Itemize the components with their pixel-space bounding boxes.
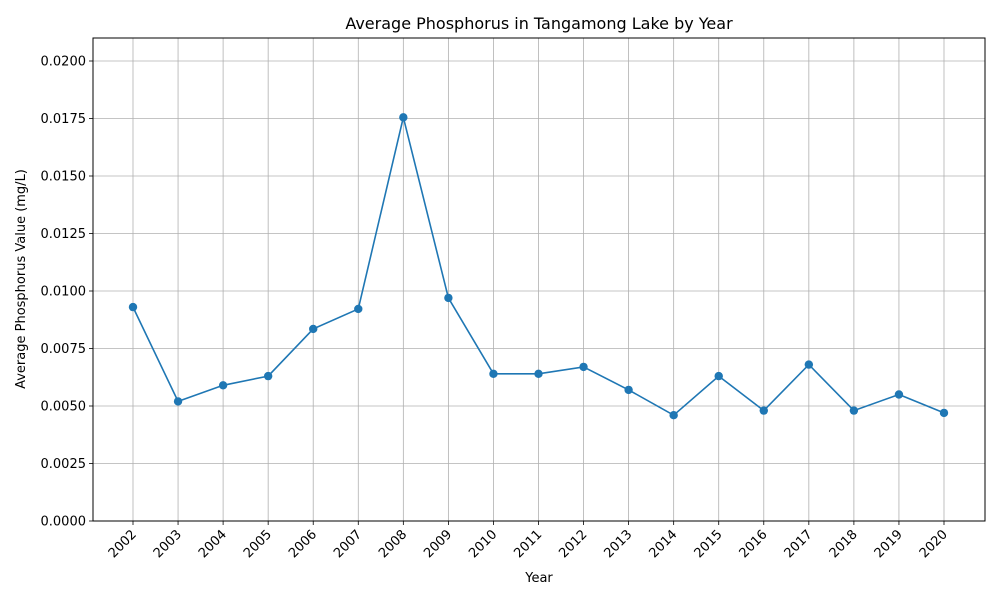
x-tick-label: 2016 — [737, 527, 771, 561]
y-tick-label: 0.0100 — [41, 285, 87, 300]
x-tick-label: 2006 — [286, 527, 320, 561]
x-tick-label: 2004 — [196, 527, 230, 561]
y-tick-label: 0.0200 — [41, 55, 87, 70]
chart-title: Average Phosphorus in Tangamong Lake by … — [345, 14, 733, 33]
data-point — [489, 369, 498, 378]
y-axis-label: Average Phosphorus Value (mg/L) — [14, 169, 29, 389]
data-point — [759, 406, 768, 415]
data-point — [354, 304, 363, 314]
x-tick-label: 2019 — [872, 527, 906, 561]
y-axis: 0.0000 0.0025 0.0050 0.0075 0.0100 0.0125 0.01… — [41, 55, 93, 530]
y-tick-label: 0.0150 — [41, 170, 87, 185]
data-point — [399, 113, 408, 122]
y-tick-label: 0.0075 — [41, 342, 87, 357]
x-tick-label: 2018 — [827, 527, 861, 561]
data-point — [939, 408, 949, 418]
data-point — [624, 385, 633, 395]
x-tick-label: 2012 — [556, 527, 590, 561]
data-point — [804, 360, 814, 369]
plot-area — [93, 38, 985, 521]
data-point — [309, 324, 318, 334]
y-tick-label: 0.0025 — [41, 457, 87, 472]
grid-lines — [93, 38, 985, 522]
data-point — [534, 369, 543, 378]
data-point — [714, 371, 723, 381]
y-tick-label: 0.0000 — [41, 515, 87, 530]
y-tick-label: 0.0175 — [41, 112, 87, 127]
data-point — [849, 406, 859, 415]
data-point — [579, 362, 588, 372]
data-point — [894, 390, 904, 399]
x-tick-label: 2002 — [106, 527, 140, 561]
data-point — [444, 293, 453, 303]
x-axis: 2002 2003 2004 2005 2006 2007 2008 2009 2010 2011… — [106, 521, 951, 561]
x-tick-label: 2010 — [466, 527, 500, 561]
y-tick-label: 0.0050 — [41, 400, 87, 415]
x-tick-label: 2014 — [646, 527, 680, 561]
x-axis-label: Year — [524, 571, 553, 586]
plot-frame — [92, 37, 986, 522]
x-tick-label: 2005 — [241, 527, 275, 561]
series-layer — [128, 113, 949, 420]
y-tick-label: 0.0125 — [41, 227, 87, 242]
data-point — [263, 371, 273, 381]
x-tick-label: 2007 — [331, 527, 365, 561]
data-point — [218, 381, 228, 390]
x-tick-label: 2015 — [692, 527, 726, 561]
x-tick-label: 2017 — [782, 527, 816, 561]
x-tick-label: 2020 — [917, 527, 951, 561]
x-tick-label: 2009 — [421, 527, 455, 561]
x-tick-label: 2008 — [376, 527, 410, 561]
x-tick-label: 2013 — [601, 527, 635, 561]
data-point — [128, 302, 138, 312]
data-point — [173, 397, 183, 406]
data-point — [669, 411, 678, 420]
x-tick-label: 2011 — [511, 527, 545, 561]
x-tick-label: 2003 — [151, 527, 185, 561]
